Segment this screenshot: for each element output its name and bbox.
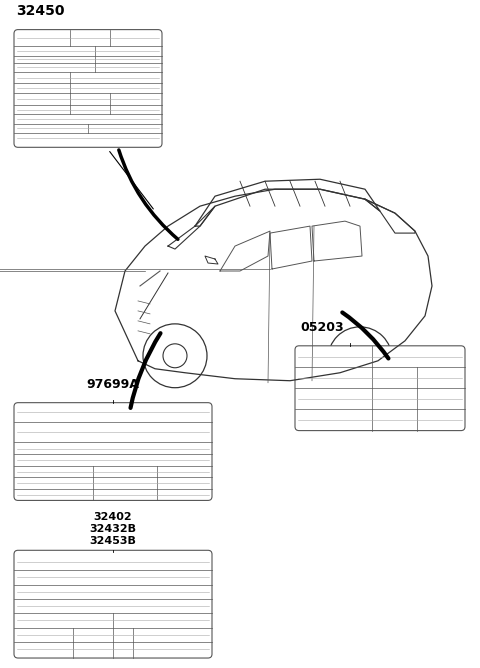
FancyBboxPatch shape — [14, 29, 162, 148]
Circle shape — [348, 347, 372, 371]
Circle shape — [143, 324, 207, 387]
Circle shape — [163, 344, 187, 368]
Text: 32402
32432B
32453B: 32402 32432B 32453B — [89, 512, 136, 546]
FancyBboxPatch shape — [14, 550, 212, 658]
FancyBboxPatch shape — [14, 403, 212, 500]
Circle shape — [328, 327, 392, 391]
Text: 97699A: 97699A — [86, 377, 139, 391]
FancyBboxPatch shape — [295, 346, 465, 431]
Text: 32450: 32450 — [16, 3, 64, 17]
Text: 05203: 05203 — [300, 321, 344, 334]
